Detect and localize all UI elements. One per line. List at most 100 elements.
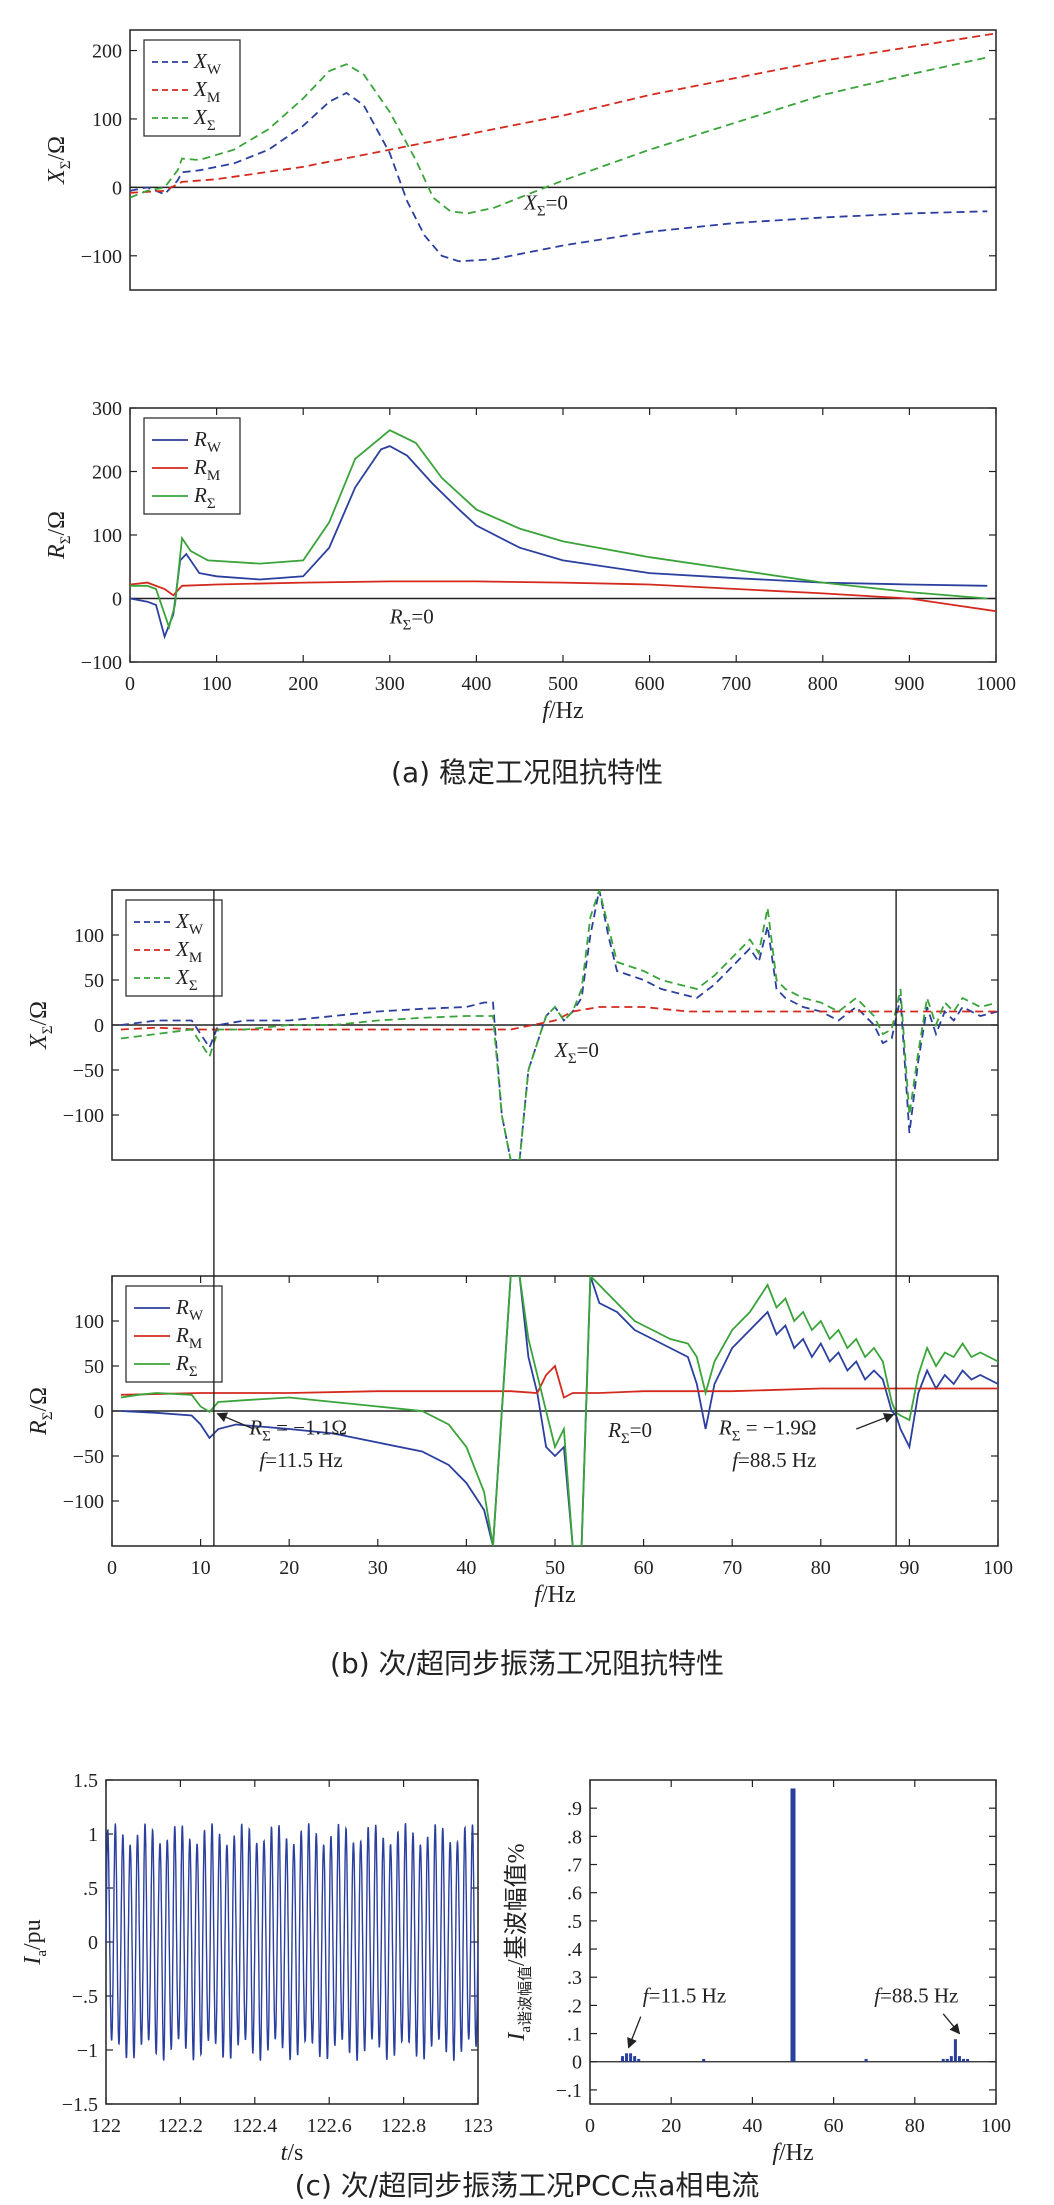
y-tick-label: .4 <box>567 1939 582 1961</box>
y-tick-label: 100 <box>74 925 104 947</box>
spectrum-bar <box>941 2058 945 2062</box>
x-tick-label: 100 <box>983 1557 1013 1579</box>
spectrum-annotation-arrow <box>942 2013 961 2035</box>
spectrum-bar <box>949 2056 953 2062</box>
y-tick-label: .5 <box>567 1911 582 1933</box>
x-axis-label: f/Hz <box>772 2140 813 2166</box>
x-tick-label: 122.6 <box>307 2115 352 2137</box>
y-tick-label: −100 <box>81 246 122 268</box>
y-axis-label: Ia谐波幅值/基波幅值% <box>503 1843 534 2041</box>
series-RW-line <box>130 445 988 640</box>
y-tick-label: −1 <box>77 2040 98 2062</box>
y-tick-label: 100 <box>92 525 122 547</box>
x-tick-label: 123 <box>463 2115 493 2137</box>
legend-box <box>143 417 241 515</box>
legend-label: RW <box>175 1295 204 1324</box>
spectrum-annotation-label: f=11.5 Hz <box>643 1984 726 2008</box>
y-tick-label: −50 <box>73 1060 104 1082</box>
y-tick-label: −100 <box>81 652 122 674</box>
x-tick-label: 122.2 <box>158 2115 203 2137</box>
series-X-line <box>130 56 988 215</box>
series-R-line <box>130 429 988 631</box>
x-tick-label: 10 <box>191 1557 211 1579</box>
x-tick-label: 600 <box>635 673 665 695</box>
y-axis-label-group: Ia/pu <box>20 1919 50 1965</box>
y-tick-label: 0 <box>112 589 122 611</box>
y-tick-label: 100 <box>74 1311 104 1333</box>
spectrum-bar <box>945 2058 949 2062</box>
spectrum-bar <box>966 2058 970 2062</box>
y-tick-label: .8 <box>567 1826 582 1848</box>
series-RM-line <box>120 1364 998 1399</box>
x-tick-label: 500 <box>548 673 578 695</box>
y-tick-label: 0 <box>572 2052 582 2074</box>
spectrum-bar <box>864 2058 868 2062</box>
x-tick-label: 122.8 <box>381 2115 426 2137</box>
x-axis-label: f/Hz <box>534 1582 575 1608</box>
x-tick-label: 900 <box>894 673 924 695</box>
y-tick-label: −100 <box>63 1491 104 1513</box>
legend-box <box>143 39 241 137</box>
y-axis-label-group: Ia谐波幅值/基波幅值% <box>503 1843 534 2041</box>
spectrum-annotation-label: f=88.5 Hz <box>874 1984 958 2008</box>
x-tick-label: 100 <box>981 2115 1011 2137</box>
spectrum-bar <box>957 2056 961 2062</box>
x-tick-label: 20 <box>279 1557 299 1579</box>
zero-label: RΣ=0 <box>389 605 434 634</box>
y-axis-label-group: RΣ/Ω <box>26 1387 56 1436</box>
spectrum-bar <box>625 2053 629 2062</box>
axes-box <box>129 407 997 663</box>
spectrum-bar <box>633 2056 637 2062</box>
x-tick-label: 20 <box>661 2115 681 2137</box>
axes-b_bottom: −100 −50 0 50 100 0 10 20 30 40 50 60 70 80 90 100 RΣ/Ω f… <box>26 1275 1013 1608</box>
spectrum-bar <box>620 2056 624 2062</box>
y-tick-label: 0 <box>94 1015 104 1037</box>
x-tick-label: 0 <box>125 673 135 695</box>
x-tick-label: 1000 <box>976 673 1016 695</box>
y-axis-label: XΣ/Ω <box>44 136 74 185</box>
y-tick-label: .2 <box>567 1995 582 2017</box>
spectrum-bar <box>790 1788 796 2062</box>
x-tick-label: 30 <box>368 1557 388 1579</box>
annotation-label: RΣ = −1.1Ω <box>248 1415 347 1444</box>
y-tick-label: 50 <box>84 1356 104 1378</box>
annotation-label: RΣ = −1.9Ω <box>718 1415 817 1444</box>
y-tick-label: 100 <box>92 109 122 131</box>
y-tick-label: 1.5 <box>73 1770 98 1792</box>
y-tick-label: 200 <box>92 41 122 63</box>
x-tick-label: 40 <box>742 2115 762 2137</box>
y-axis-label-group: RΣ/Ω <box>44 511 74 560</box>
legend-label: XΣ <box>175 965 198 994</box>
x-tick-label: 0 <box>585 2115 595 2137</box>
y-tick-label: 0 <box>94 1401 104 1423</box>
legend-label: RM <box>193 455 220 484</box>
plots-layer: −1000100200XΣ/ΩXΣ=0XWXMXΣ−10001002003000… <box>20 29 1016 2166</box>
y-tick-label: .1 <box>567 2024 582 2046</box>
y-tick-label: 300 <box>92 398 122 420</box>
legend-label: XΣ <box>193 105 216 134</box>
y-tick-label: .3 <box>567 1967 582 1989</box>
y-tick-label: 200 <box>92 462 122 484</box>
spectrum-bar <box>962 2058 966 2062</box>
legend-label: XW <box>193 49 222 78</box>
series-R-line <box>120 1276 998 1546</box>
x-tick-label: 90 <box>899 1557 919 1579</box>
legend-label: XW <box>175 909 204 938</box>
y-axis-label: XΣ/Ω <box>26 1001 56 1050</box>
y-axis-label: Ia/pu <box>20 1919 50 1965</box>
y-tick-label: 1 <box>88 1824 98 1846</box>
y-axis-label-group: XΣ/Ω <box>44 136 74 185</box>
y-axis-label-group: XΣ/Ω <box>26 1001 56 1050</box>
x-tick-label: 60 <box>824 2115 844 2137</box>
annotation-label: f=88.5 Hz <box>732 1448 816 1472</box>
caption-b: (b) 次/超同步振荡工况阻抗特性 <box>330 1647 724 1680</box>
y-tick-label: −.1 <box>556 2080 582 2102</box>
axes-box <box>589 1779 997 2105</box>
spectrum-annotation-arrow <box>627 2016 642 2049</box>
legend-label: XM <box>193 77 220 106</box>
y-tick-label: −1.5 <box>62 2094 98 2116</box>
x-tick-label: 100 <box>202 673 232 695</box>
legend-label: RM <box>175 1323 202 1352</box>
series-RW-line <box>120 1276 998 1546</box>
